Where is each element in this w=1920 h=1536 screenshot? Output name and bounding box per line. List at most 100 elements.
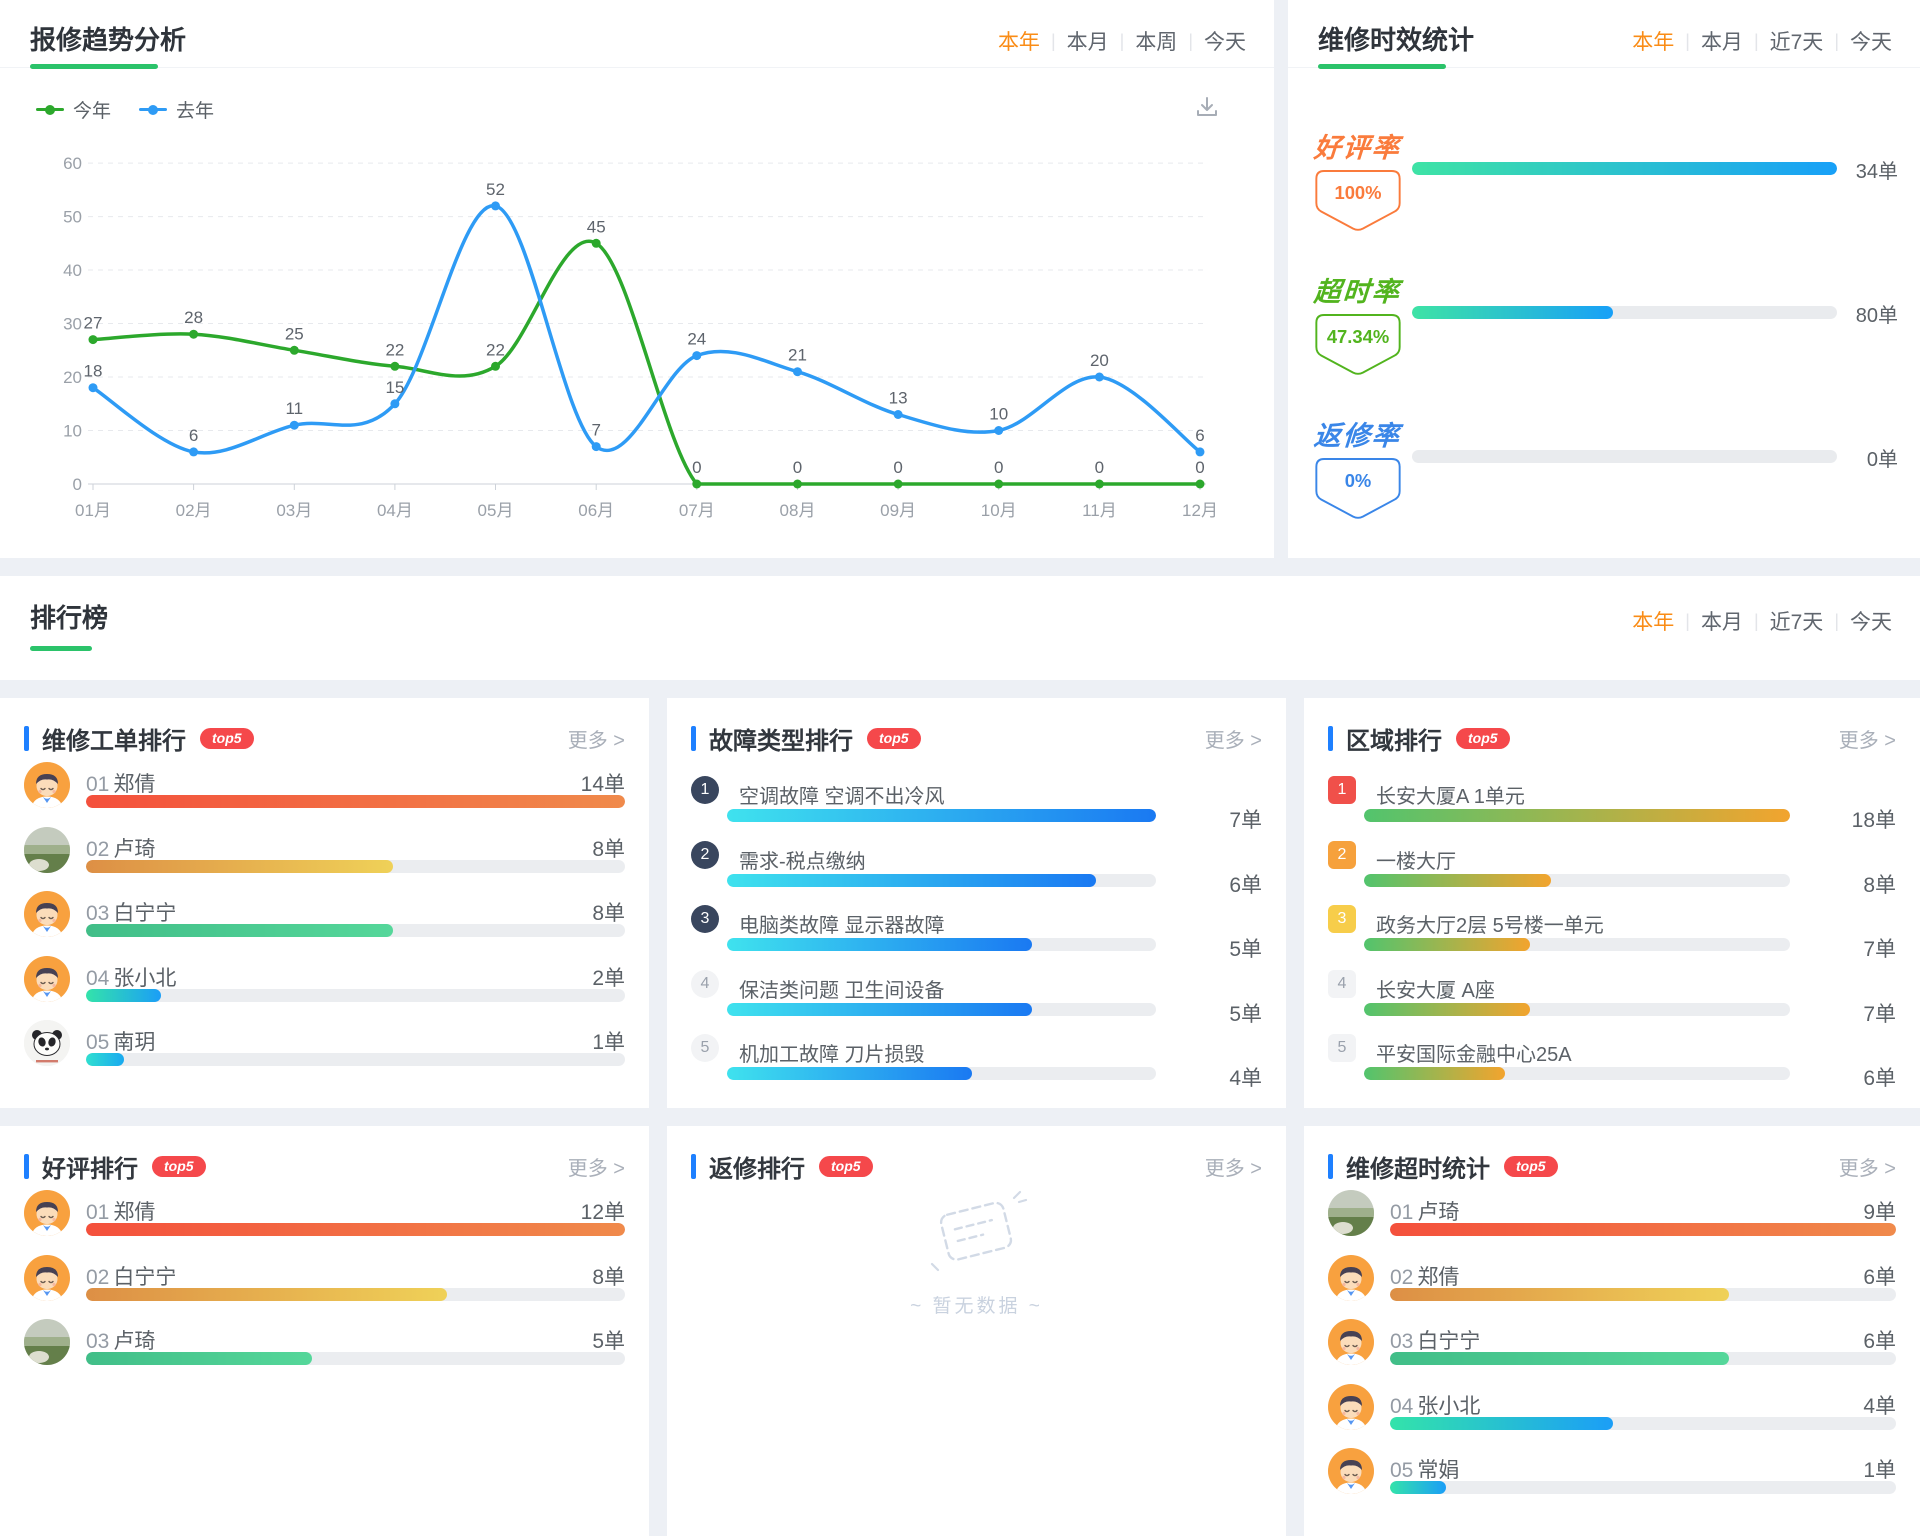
svg-text:01月: 01月 (75, 501, 111, 520)
avatar (24, 1319, 70, 1365)
top5-badge: top5 (819, 1155, 873, 1177)
series-legend: 今年 去年 (36, 96, 214, 123)
ranking-panel-header: 好评排行 top5 更多 > (0, 1126, 649, 1183)
stat-label: 好评率 (1312, 133, 1402, 163)
filter-option[interactable]: 今天 (1850, 611, 1892, 634)
filter-separator: | (1050, 30, 1056, 51)
rank-bar (1364, 809, 1790, 822)
filter-option[interactable]: 今天 (1850, 31, 1892, 54)
header-divider (1288, 67, 1920, 68)
filter-option[interactable]: 本周 (1135, 31, 1178, 54)
rank-bar (86, 1287, 625, 1301)
rank-badge: 2 (691, 840, 719, 869)
svg-text:0: 0 (73, 475, 82, 494)
avatar (1328, 1254, 1374, 1301)
rank-bar (86, 859, 625, 873)
more-link[interactable]: 更多 > (1838, 729, 1896, 752)
more-link[interactable]: 更多 > (567, 1157, 625, 1180)
ranking-panel-title: 故障类型排行 (709, 727, 853, 755)
svg-text:11: 11 (285, 399, 303, 418)
avatar (1328, 1448, 1374, 1494)
rank-row: 1 长安大厦A 1单元 18单 (1304, 760, 1920, 832)
title-accent-bar (24, 725, 29, 751)
rank-row: 01 卢琦 9单 (1304, 1188, 1920, 1252)
filter-option[interactable]: 本年 (997, 31, 1040, 54)
efficiency-filters: 本年 | 本月 | 近7天 | 今天 (1632, 26, 1892, 56)
filter-option[interactable]: 本年 (1632, 611, 1675, 634)
more-link[interactable]: 更多 > (1838, 1157, 1896, 1180)
rank-name: 05 常娟 (1390, 1459, 1460, 1482)
svg-text:50: 50 (63, 208, 82, 227)
rank-value: 6单 (1863, 1265, 1896, 1289)
filter-option[interactable]: 近7天 (1769, 611, 1824, 634)
title-underline (1318, 64, 1446, 69)
svg-text:03月: 03月 (276, 501, 312, 520)
svg-text:18: 18 (84, 362, 103, 381)
ranking-filters: 本年 | 本月 | 近7天 | 今天 (1632, 606, 1892, 636)
ranking-panel-header: 故障类型排行 top5 更多 > (667, 698, 1286, 755)
more-link[interactable]: 更多 > (1204, 1157, 1262, 1180)
rank-row: 4 保洁类问题 卫生间设备 5单 (667, 954, 1286, 1026)
rank-bar (1390, 1287, 1896, 1301)
rank-badge: 2 (1328, 840, 1356, 869)
svg-text:13: 13 (889, 389, 908, 408)
rank-name: 01 郑倩 (86, 1201, 156, 1224)
svg-text:20: 20 (1090, 351, 1109, 370)
rank-row: 03 卢琦 5单 (0, 1317, 649, 1381)
rank-label: 需求-税点缴纳 (739, 850, 866, 873)
efficiency-panel-title: 维修时效统计 (1318, 25, 1475, 55)
rank-value: 5单 (1229, 1002, 1262, 1026)
filter-option[interactable]: 本月 (1700, 611, 1743, 634)
filter-option[interactable]: 今天 (1204, 31, 1246, 54)
rank-row: 3 政务大厅2层 5号楼一单元 7单 (1304, 889, 1920, 961)
rank-bar (727, 809, 1156, 822)
rank-bar (1390, 1352, 1896, 1365)
rank-value: 4单 (1863, 1394, 1896, 1418)
legend-label: 今年 (73, 101, 112, 122)
rank-value: 18单 (1851, 809, 1896, 832)
rank-row: 02 郑倩 6单 (1304, 1253, 1920, 1317)
ranking-panel-repair-order-rank: 维修工单排行 top5 更多 > 01 郑倩 14单 (0, 698, 649, 1108)
stat-value: 34单 (1855, 161, 1898, 183)
svg-text:15: 15 (385, 378, 404, 397)
more-link[interactable]: 更多 > (567, 729, 625, 752)
rank-bar (86, 1352, 625, 1365)
title-accent-bar (691, 1153, 696, 1179)
rank-name: 03 卢琦 (86, 1330, 156, 1353)
rank-row: 2 需求-税点缴纳 6单 (667, 825, 1286, 897)
percent-badge: 47.34% (1315, 314, 1401, 375)
rank-row: 3 电脑类故障 显示器故障 5单 (667, 889, 1286, 961)
rank-row: 1 空调故障 空调不出冷风 7单 (667, 760, 1286, 832)
rank-name: 02 卢琦 (86, 837, 156, 861)
filter-option[interactable]: 本月 (1700, 31, 1743, 54)
legend-item[interactable]: 今年 (36, 96, 111, 123)
rank-bar (727, 873, 1156, 887)
svg-text:25: 25 (285, 324, 304, 343)
rank-row: 03 白宁宁 8单 (0, 889, 649, 953)
header-divider (0, 67, 1274, 68)
filter-separator: | (1834, 610, 1839, 631)
more-link[interactable]: 更多 > (1204, 729, 1262, 752)
percent-badge: 0% (1315, 458, 1401, 519)
ranking-panel-title: 区域排行 (1346, 727, 1442, 755)
legend-label: 去年 (176, 101, 215, 122)
filter-option[interactable]: 本月 (1066, 31, 1109, 54)
rank-value: 1单 (1863, 1459, 1896, 1482)
svg-text:30: 30 (63, 315, 82, 334)
svg-text:47.34%: 47.34% (1327, 326, 1389, 347)
ranking-panel-overtime-rank: 维修超时统计 top5 更多 > 01 卢琦 9单 (1304, 1126, 1920, 1536)
filter-option[interactable]: 近7天 (1769, 31, 1824, 54)
rank-row: 02 白宁宁 8单 (0, 1253, 649, 1317)
rank-row: 03 白宁宁 6单 (1304, 1317, 1920, 1381)
rank-row: 01 郑倩 14单 (0, 760, 649, 824)
rank-row: 05 南玥 1单 (0, 1018, 649, 1082)
rank-name: 03 白宁宁 (1390, 1330, 1481, 1353)
filter-option[interactable]: 本年 (1632, 31, 1675, 54)
legend-line-icon (36, 104, 64, 115)
svg-text:7: 7 (591, 421, 600, 440)
legend-item[interactable]: 去年 (139, 96, 214, 123)
download-icon[interactable] (1194, 94, 1220, 120)
rank-name: 02 郑倩 (1390, 1265, 1460, 1289)
filter-separator: | (1834, 30, 1839, 51)
svg-text:6: 6 (1195, 426, 1204, 445)
